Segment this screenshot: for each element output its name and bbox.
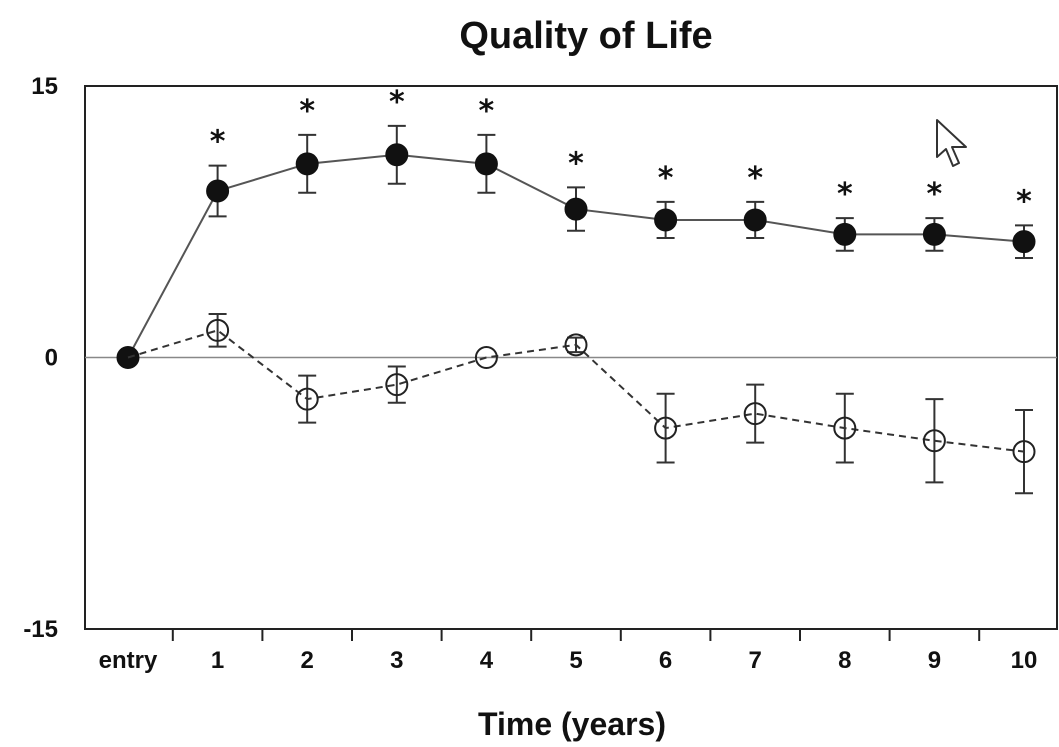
x-tick-label: 3 [390, 647, 403, 674]
data-point [295, 152, 319, 176]
y-tick-label: 15 [31, 73, 58, 100]
significance-marker: * [927, 177, 943, 212]
x-axis-label: Time (years) [478, 706, 666, 742]
significance-marker: * [747, 161, 763, 196]
data-point [922, 222, 946, 246]
series-2 [127, 313, 1036, 495]
data-point [295, 387, 319, 411]
data-point [833, 222, 857, 246]
x-tick-label: 4 [480, 647, 494, 674]
x-tick-label: entry [99, 647, 158, 674]
x-tick-label: 10 [1011, 647, 1038, 674]
data-point [1012, 440, 1036, 464]
y-axis-ticks: 15 0 -15 [23, 73, 58, 643]
data-point [206, 179, 230, 203]
data-point [1012, 230, 1036, 254]
significance-marker: * [389, 85, 405, 120]
data-point [206, 318, 230, 342]
data-point [564, 197, 588, 221]
significance-marker: * [299, 94, 315, 129]
y-tick-label: -15 [23, 616, 58, 643]
data-point [564, 333, 588, 357]
x-axis-ticks: entry 1 2 3 4 5 6 7 8 9 10 [99, 629, 1038, 674]
data-point [385, 373, 409, 397]
x-tick-label: 1 [211, 647, 224, 674]
significance-marker: * [210, 125, 226, 160]
data-point [833, 416, 857, 440]
series-1: * * * * * * * * * * [116, 85, 1036, 369]
y-tick-label: 0 [45, 345, 58, 372]
data-point [743, 208, 767, 232]
data-point [654, 416, 678, 440]
data-point [474, 346, 498, 369]
x-tick-label: 6 [659, 647, 672, 674]
significance-marker: * [837, 177, 853, 212]
significance-marker: * [1016, 184, 1032, 219]
x-tick-label: 9 [928, 647, 941, 674]
x-tick-label: 2 [301, 647, 314, 674]
data-point [922, 429, 946, 453]
data-point [474, 152, 498, 176]
data-point [743, 402, 767, 426]
series-1-line [127, 153, 1025, 358]
data-point [385, 143, 409, 167]
x-tick-label: 7 [749, 647, 762, 674]
series-layer: * * * * * * * * * * [116, 85, 1036, 495]
chart-title: Quality of Life [459, 15, 712, 57]
significance-marker: * [479, 94, 495, 129]
significance-marker: * [658, 161, 674, 196]
data-point [654, 208, 678, 232]
x-tick-label: 8 [838, 647, 851, 674]
significance-marker: * [568, 146, 584, 181]
x-tick-label: 5 [569, 647, 582, 674]
cursor-arrow-icon [936, 119, 967, 167]
